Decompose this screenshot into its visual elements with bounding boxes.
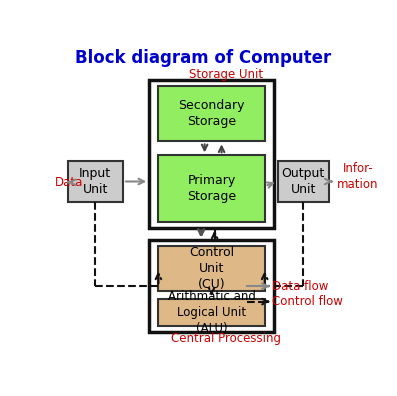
Text: Data: Data <box>55 176 84 189</box>
Text: Central Processing: Central Processing <box>171 332 281 345</box>
Bar <box>149 80 274 228</box>
Text: Arithmatic and
Logical Unit
(ALU): Arithmatic and Logical Unit (ALU) <box>168 290 256 335</box>
Text: Storage Unit: Storage Unit <box>189 68 263 81</box>
Text: Infor-
mation: Infor- mation <box>337 162 379 191</box>
Text: Primary
Storage: Primary Storage <box>187 174 236 203</box>
Text: Secondary
Storage: Secondary Storage <box>178 99 245 128</box>
Bar <box>278 162 329 202</box>
Text: Input
Unit: Input Unit <box>79 167 111 196</box>
Bar <box>158 246 265 291</box>
Text: Data flow: Data flow <box>272 280 329 293</box>
Bar <box>158 86 265 141</box>
Text: Output
Unit: Output Unit <box>281 167 325 196</box>
Bar <box>149 240 274 332</box>
Bar <box>158 155 265 221</box>
Bar <box>67 162 123 202</box>
Text: Block diagram of Computer: Block diagram of Computer <box>75 49 331 67</box>
Bar <box>158 299 265 326</box>
Text: Control
Unit
(CU): Control Unit (CU) <box>189 246 234 291</box>
Text: Control flow: Control flow <box>272 295 343 308</box>
